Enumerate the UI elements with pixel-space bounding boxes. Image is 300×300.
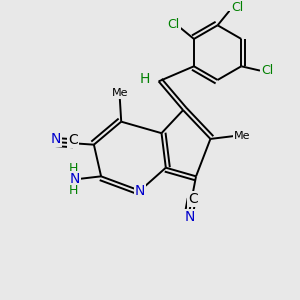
Text: C: C (68, 133, 78, 147)
Text: N: N (70, 172, 80, 186)
Text: N: N (184, 211, 195, 224)
Text: C: C (188, 192, 198, 206)
Text: H: H (140, 71, 150, 85)
Text: Cl: Cl (261, 64, 273, 77)
Text: N: N (135, 184, 145, 198)
Text: Cl: Cl (168, 18, 180, 31)
Text: H: H (68, 184, 78, 196)
Text: Cl: Cl (231, 1, 243, 14)
Text: N: N (51, 132, 61, 145)
Text: Me: Me (234, 131, 250, 141)
Text: H: H (68, 162, 78, 175)
Text: Me: Me (112, 88, 128, 98)
